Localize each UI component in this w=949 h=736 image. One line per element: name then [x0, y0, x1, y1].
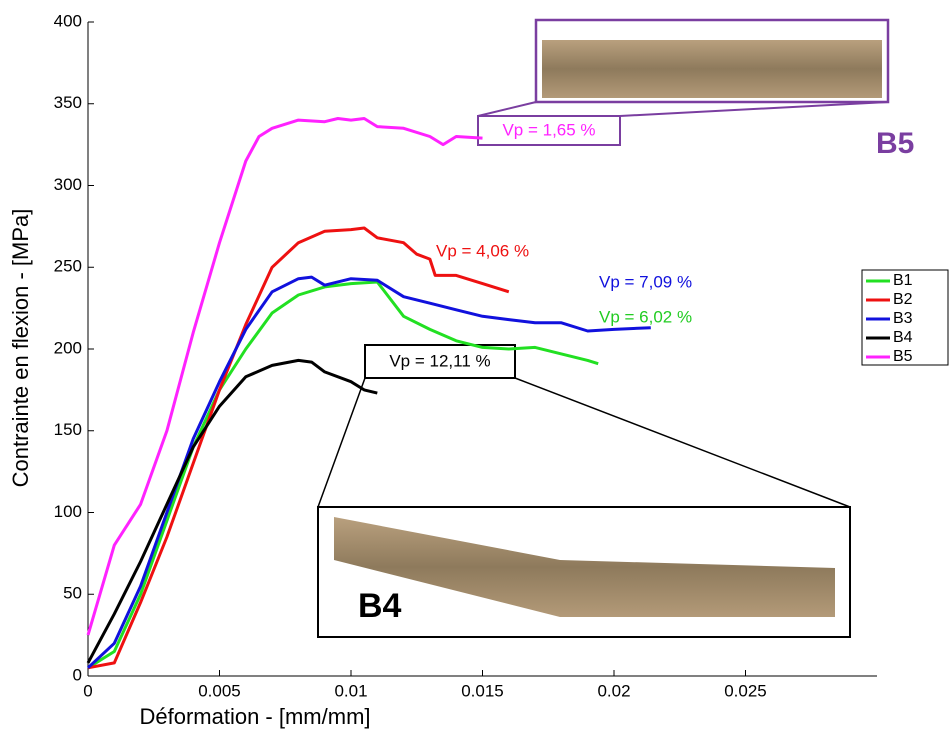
b4-inset [317, 377, 851, 638]
annotation: Vp = 12,11 % [389, 351, 490, 370]
legend-label: B2 [893, 291, 913, 308]
y-tick-label: 150 [54, 420, 82, 439]
series-line [86, 358, 378, 664]
connector [477, 101, 537, 117]
connector [514, 377, 851, 508]
x-tick-label: 0.025 [724, 681, 767, 700]
series-line [87, 280, 599, 670]
legend-label: B4 [893, 329, 913, 346]
y-tick-label: 100 [54, 502, 82, 521]
y-tick-label: 300 [54, 175, 82, 194]
annotation: Vp = 6,02 % [599, 307, 692, 326]
annotation: Vp = 4,06 % [436, 241, 529, 260]
annotation: Vp = 7,09 % [599, 272, 692, 291]
annotation-box [364, 344, 516, 379]
annotation: B5 [876, 127, 914, 160]
annotation: B4 [358, 587, 402, 625]
x-tick-label: 0.01 [334, 681, 367, 700]
x-axis-label: Déformation - [mm/mm] [139, 704, 370, 729]
y-tick-label: 350 [54, 93, 82, 112]
y-tick-label: 50 [63, 584, 82, 603]
connector [619, 101, 889, 117]
y-tick-label: 0 [73, 665, 82, 684]
legend-label: B3 [893, 310, 913, 327]
b5-inset [477, 18, 890, 117]
x-tick-label: 0.015 [461, 681, 504, 700]
annotation: Vp = 1,65 % [502, 120, 595, 139]
y-tick-label: 250 [54, 257, 82, 276]
y-tick-label: 200 [54, 338, 82, 357]
x-tick-label: 0.005 [198, 681, 241, 700]
legend-label: B5 [893, 348, 913, 365]
inset-image [542, 40, 882, 98]
legend-label: B1 [893, 272, 913, 289]
connector [317, 377, 366, 508]
series-line [87, 226, 510, 670]
x-tick-label: 0.02 [597, 681, 630, 700]
y-tick-label: 400 [54, 11, 82, 30]
x-tick-label: 0 [83, 681, 92, 700]
inset-image [334, 517, 835, 617]
series-line [86, 117, 483, 636]
y-axis-label: Contrainte en flexion - [MPa] [8, 209, 33, 488]
annotation-box [477, 115, 621, 146]
